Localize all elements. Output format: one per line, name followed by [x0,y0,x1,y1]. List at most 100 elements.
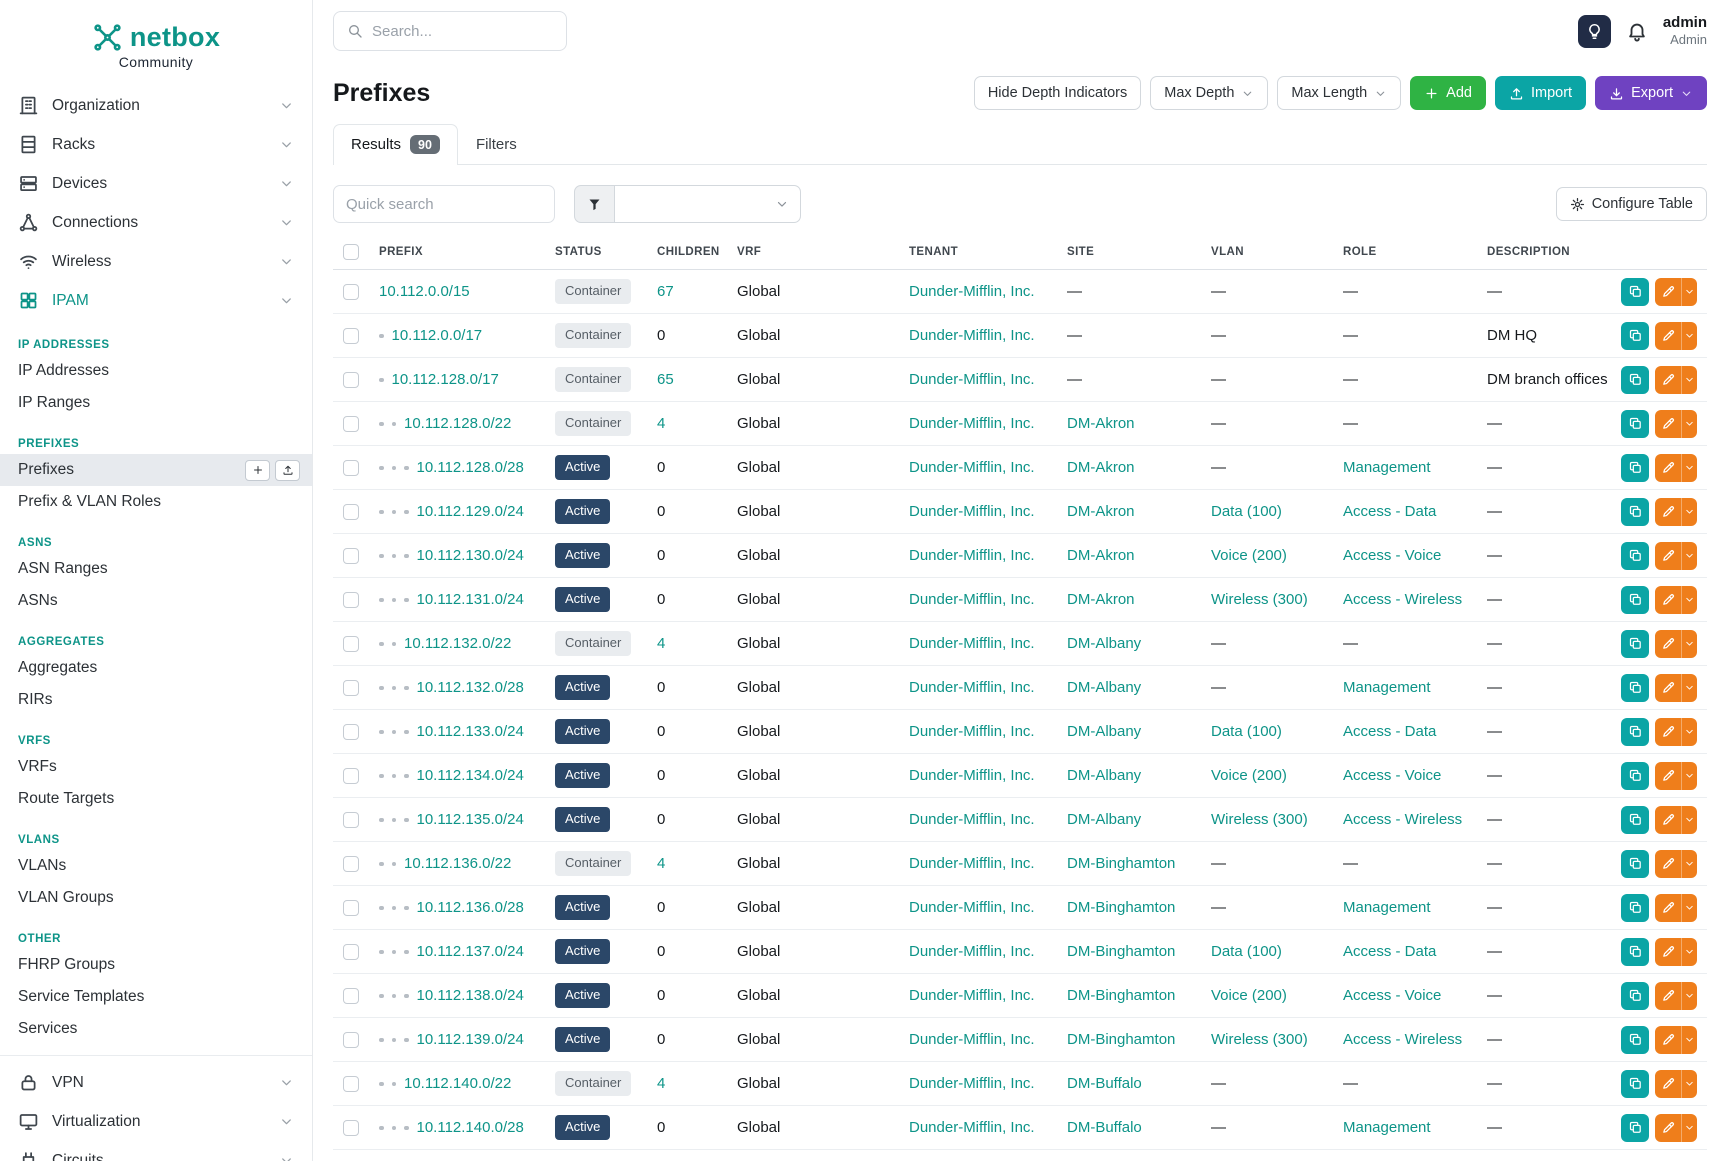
edit-button[interactable] [1655,585,1697,614]
edit-button[interactable] [1655,365,1697,394]
prefix-link[interactable]: 10.112.136.0/28 [416,899,524,916]
prefix-link[interactable]: 10.112.138.0/24 [416,987,524,1004]
children-link[interactable]: 65 [657,371,674,388]
role-link[interactable]: Access - Wireless [1343,591,1463,608]
select-all-checkbox[interactable] [343,244,359,260]
edit-button[interactable] [1655,1069,1697,1098]
row-checkbox[interactable] [343,1075,359,1092]
edit-dropdown-toggle[interactable] [1681,717,1697,746]
site-link[interactable]: DM-Albany [1067,811,1142,828]
edit-button[interactable] [1655,1113,1697,1142]
prefix-link[interactable]: 10.112.0.0/15 [379,283,470,300]
brand[interactable]: netbox Community [0,0,312,78]
edit-button[interactable] [1655,1025,1697,1054]
edit-dropdown-toggle[interactable] [1681,1069,1697,1098]
edit-button[interactable] [1655,409,1697,438]
tab-results[interactable]: Results 90 [333,124,458,166]
quick-add-button[interactable] [245,459,270,481]
role-link[interactable]: Management [1343,899,1431,916]
quick-import-button[interactable] [275,459,300,481]
column-header-children[interactable]: CHILDREN [647,236,727,270]
edit-dropdown-toggle[interactable] [1681,981,1697,1010]
edit-button[interactable] [1655,937,1697,966]
edit-button[interactable] [1655,541,1697,570]
edit-button[interactable] [1655,805,1697,834]
row-checkbox[interactable] [343,1031,359,1048]
row-checkbox[interactable] [343,679,359,696]
edit-dropdown-toggle[interactable] [1681,497,1697,526]
quick-search-input[interactable] [333,185,555,223]
site-link[interactable]: DM-Buffalo [1067,1075,1142,1092]
tenant-link[interactable]: Dunder-Mifflin, Inc. [909,591,1035,608]
tenant-link[interactable]: Dunder-Mifflin, Inc. [909,327,1035,344]
copy-button[interactable] [1621,629,1649,658]
copy-button[interactable] [1621,849,1649,878]
site-link[interactable]: DM-Binghamton [1067,1031,1176,1048]
tab-filters[interactable]: Filters [458,124,535,165]
edit-dropdown-toggle[interactable] [1681,1025,1697,1054]
site-link[interactable]: DM-Albany [1067,679,1142,696]
edit-dropdown-toggle[interactable] [1681,453,1697,482]
prefix-link[interactable]: 10.112.128.0/17 [391,371,499,388]
copy-button[interactable] [1621,1113,1649,1142]
sidebar-item-rirs[interactable]: RIRs [0,684,312,716]
sidebar-item-fhrp-groups[interactable]: FHRP Groups [0,949,312,981]
edit-dropdown-toggle[interactable] [1681,761,1697,790]
row-checkbox[interactable] [343,283,359,300]
sidebar-item-vrfs[interactable]: VRFs [0,751,312,783]
edit-button[interactable] [1655,497,1697,526]
site-link[interactable]: DM-Buffalo [1067,1119,1142,1136]
user-menu[interactable]: admin Admin [1663,14,1707,49]
tenant-link[interactable]: Dunder-Mifflin, Inc. [909,679,1035,696]
role-link[interactable]: Access - Voice [1343,767,1442,784]
sidebar-item-vpn[interactable]: VPN [0,1063,312,1102]
copy-button[interactable] [1621,1069,1649,1098]
edit-button[interactable] [1655,849,1697,878]
sidebar-item-ip-ranges[interactable]: IP Ranges [0,387,312,419]
role-link[interactable]: Access - Data [1343,943,1437,960]
row-checkbox[interactable] [343,371,359,388]
row-checkbox[interactable] [343,943,359,960]
row-checkbox[interactable] [343,899,359,916]
children-link[interactable]: 67 [657,283,674,300]
copy-button[interactable] [1621,585,1649,614]
edit-button[interactable] [1655,453,1697,482]
copy-button[interactable] [1621,365,1649,394]
copy-button[interactable] [1621,937,1649,966]
tenant-link[interactable]: Dunder-Mifflin, Inc. [909,811,1035,828]
edit-button[interactable] [1655,893,1697,922]
row-checkbox[interactable] [343,855,359,872]
edit-dropdown-toggle[interactable] [1681,585,1697,614]
notifications-button[interactable] [1626,20,1648,42]
edit-dropdown-toggle[interactable] [1681,937,1697,966]
prefix-link[interactable]: 10.112.128.0/28 [416,459,524,476]
prefix-link[interactable]: 10.112.132.0/22 [404,635,512,652]
edit-dropdown-toggle[interactable] [1681,1113,1697,1142]
sidebar-item-racks[interactable]: Racks [0,125,312,164]
prefix-link[interactable]: 10.112.128.0/22 [404,415,512,432]
site-link[interactable]: DM-Albany [1067,767,1142,784]
edit-dropdown-toggle[interactable] [1681,849,1697,878]
row-checkbox[interactable] [343,987,359,1004]
prefix-link[interactable]: 10.112.136.0/22 [404,855,512,872]
edit-button[interactable] [1655,717,1697,746]
column-header-vlan[interactable]: VLAN [1201,236,1333,270]
filter-button[interactable] [574,185,615,223]
configure-table-button[interactable]: Configure Table [1555,187,1707,221]
children-link[interactable]: 4 [657,1075,666,1092]
tenant-link[interactable]: Dunder-Mifflin, Inc. [909,987,1035,1004]
tenant-link[interactable]: Dunder-Mifflin, Inc. [909,943,1035,960]
hide-depth-indicators-button[interactable]: Hide Depth Indicators [973,76,1142,110]
edit-button[interactable] [1655,673,1697,702]
edit-dropdown-toggle[interactable] [1681,805,1697,834]
vlan-link[interactable]: Voice (200) [1211,547,1287,564]
edit-button[interactable] [1655,629,1697,658]
vlan-link[interactable]: Wireless (300) [1211,1031,1308,1048]
export-button[interactable]: Export [1595,76,1707,110]
vlan-link[interactable]: Wireless (300) [1211,591,1308,608]
tenant-link[interactable]: Dunder-Mifflin, Inc. [909,635,1035,652]
sidebar-item-prefix-vlan-roles[interactable]: Prefix & VLAN Roles [0,486,312,518]
tenant-link[interactable]: Dunder-Mifflin, Inc. [909,547,1035,564]
vlan-link[interactable]: Data (100) [1211,723,1282,740]
copy-button[interactable] [1621,1025,1649,1054]
